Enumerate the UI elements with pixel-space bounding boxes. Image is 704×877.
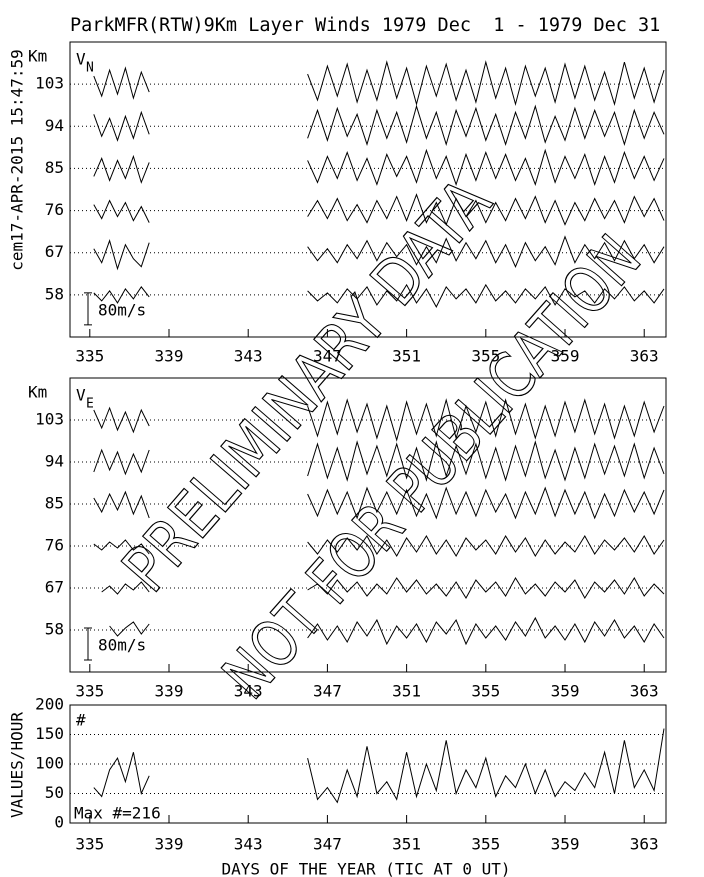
x-tick-label: 363 bbox=[630, 682, 659, 701]
component-label: V bbox=[76, 50, 86, 69]
data-line bbox=[109, 616, 665, 646]
x-tick-label: 359 bbox=[551, 347, 580, 366]
x-tick-label: 347 bbox=[313, 835, 342, 854]
data-line bbox=[93, 486, 665, 520]
x-tick-label: 355 bbox=[471, 835, 500, 854]
x-tick-label: 359 bbox=[551, 835, 580, 854]
annotation: Max #=216 bbox=[74, 804, 161, 823]
component-subscript: N bbox=[86, 61, 94, 76]
x-tick-label: 359 bbox=[551, 682, 580, 701]
y-tick-label: 76 bbox=[45, 200, 64, 219]
scale-bar-label: 80m/s bbox=[98, 300, 146, 319]
x-tick-label: 335 bbox=[75, 347, 104, 366]
y-tick-label: 150 bbox=[35, 724, 64, 743]
y-tick-label: 67 bbox=[45, 578, 64, 597]
y-unit: Km bbox=[28, 47, 47, 66]
panel-frame bbox=[69, 41, 667, 338]
data-line bbox=[101, 577, 665, 599]
y-tick-label: 103 bbox=[35, 410, 64, 429]
data-line bbox=[93, 235, 665, 271]
data-line bbox=[93, 728, 665, 804]
x-tick-label: 351 bbox=[392, 347, 421, 366]
y-tick-label: 0 bbox=[54, 813, 64, 832]
y-tick-label: 103 bbox=[35, 74, 64, 93]
y-axis-label: VALUES/HOUR bbox=[8, 712, 27, 818]
x-tick-label: 363 bbox=[630, 835, 659, 854]
y-tick-label: 58 bbox=[45, 284, 64, 303]
y-unit: Km bbox=[28, 383, 47, 402]
y-tick-label: 67 bbox=[45, 242, 64, 261]
data-line bbox=[93, 283, 665, 308]
y-tick-label: 94 bbox=[45, 116, 64, 135]
component-subscript: E bbox=[86, 397, 94, 412]
x-tick-label: 355 bbox=[471, 347, 500, 366]
x-tick-label: 347 bbox=[313, 682, 342, 701]
y-tick-label: 94 bbox=[45, 452, 64, 471]
x-tick-label: 343 bbox=[234, 347, 263, 366]
scale-bar-label: 80m/s bbox=[98, 636, 146, 655]
x-tick-label: 343 bbox=[234, 835, 263, 854]
x-tick-label: 339 bbox=[155, 347, 184, 366]
y-tick-label: 76 bbox=[45, 536, 64, 555]
component-label: V bbox=[76, 386, 86, 405]
data-line bbox=[93, 398, 665, 442]
y-tick-label: 85 bbox=[45, 494, 64, 513]
x-tick-label: 363 bbox=[630, 347, 659, 366]
x-tick-label: 355 bbox=[471, 682, 500, 701]
x-tick-label: 351 bbox=[392, 835, 421, 854]
data-line bbox=[93, 440, 665, 482]
x-axis-label: DAYS OF THE YEAR (TIC AT 0 UT) bbox=[222, 860, 511, 877]
data-line bbox=[93, 104, 665, 147]
inner-label: # bbox=[76, 711, 86, 730]
x-tick-label: 335 bbox=[75, 682, 104, 701]
y-tick-label: 85 bbox=[45, 158, 64, 177]
data-line bbox=[93, 535, 665, 557]
data-line bbox=[93, 60, 665, 107]
x-tick-label: 351 bbox=[392, 682, 421, 701]
y-tick-label: 100 bbox=[35, 754, 64, 773]
y-tick-label: 50 bbox=[45, 783, 64, 802]
x-tick-label: 347 bbox=[313, 347, 342, 366]
timestamp: cem17-APR-2015 15:47:59 bbox=[8, 49, 27, 271]
x-tick-label: 335 bbox=[75, 835, 104, 854]
data-line bbox=[93, 148, 665, 186]
x-tick-label: 343 bbox=[234, 682, 263, 701]
panel-frame bbox=[69, 377, 667, 673]
x-tick-label: 339 bbox=[155, 835, 184, 854]
x-tick-label: 339 bbox=[155, 682, 184, 701]
data-line bbox=[93, 193, 665, 226]
y-tick-label: 200 bbox=[35, 695, 64, 714]
chart-title: ParkMFR(RTW)9Km Layer Winds 1979 Dec 1 -… bbox=[70, 15, 660, 36]
y-tick-label: 58 bbox=[45, 620, 64, 639]
